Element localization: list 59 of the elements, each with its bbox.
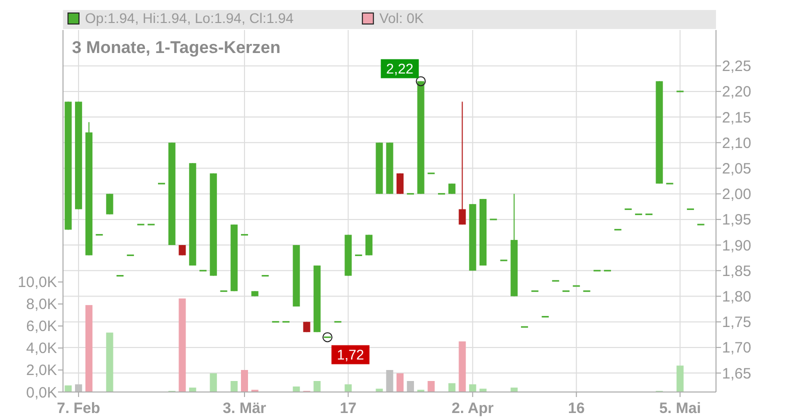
- y-tick-label: 1,95: [722, 212, 752, 229]
- y2-tick-label: 4,0K: [26, 340, 57, 358]
- bar: [292, 386, 300, 392]
- bar: [396, 373, 404, 392]
- x-tick-label: 2. Apr: [452, 400, 494, 417]
- x-tick-label: 16: [568, 400, 585, 417]
- y-tick-label: 2,25: [722, 58, 752, 76]
- y2-tick-label: 2,0K: [26, 362, 57, 380]
- bar: [64, 385, 72, 392]
- bar: [406, 380, 414, 392]
- bar: [458, 341, 466, 392]
- candlestick: [365, 234, 372, 256]
- y2-tick-label: 0,0K: [26, 384, 57, 402]
- y-tick-label: 1,90: [722, 237, 752, 254]
- bar: [344, 384, 352, 392]
- x-tick-label: 7. Feb: [56, 400, 100, 417]
- candlestick: [448, 183, 456, 194]
- y-tick-label: 2,10: [722, 134, 752, 152]
- bar: [85, 305, 92, 392]
- bar: [240, 370, 248, 392]
- bar: [676, 366, 684, 392]
- y-tick-label: 2,00: [722, 186, 752, 204]
- y2-tick-label: 8,0K: [26, 296, 57, 314]
- bar: [314, 380, 321, 392]
- x-tick-label: 5. Mai: [659, 400, 701, 417]
- y-tick-label: 2,20: [722, 84, 752, 101]
- annotation: 2,22: [386, 60, 414, 77]
- bar: [189, 388, 196, 392]
- y-tick-label: 1,65: [722, 365, 752, 382]
- bar: [480, 388, 487, 392]
- x-tick-label: 17: [340, 400, 357, 417]
- x-tick-label: 3. Mär: [222, 400, 266, 417]
- y-tick-label: 1,70: [722, 340, 752, 357]
- legend-label: Vol: 0K: [379, 10, 424, 26]
- y-tick-label: 1,75: [722, 314, 752, 332]
- y-tick-label: 2,15: [722, 109, 752, 126]
- candlestick: [396, 172, 404, 194]
- bar: [106, 332, 114, 392]
- bar: [510, 388, 518, 392]
- candlestick: [178, 244, 186, 256]
- bar: [376, 388, 383, 392]
- bar: [230, 380, 238, 392]
- y-tick-label: 1,80: [722, 288, 752, 306]
- y2-tick-label: 10,0K: [18, 274, 57, 292]
- annotation: 1,72: [336, 346, 364, 363]
- y2-tick-label: 6,0K: [26, 318, 57, 336]
- bar: [469, 384, 476, 392]
- bar: [178, 298, 186, 392]
- bar: [210, 373, 217, 392]
- bar: [448, 383, 456, 392]
- bar: [386, 370, 394, 392]
- legend-label: Op:1.94, Hi:1.94, Lo:1.94, Cl:1.94: [85, 10, 294, 26]
- y-tick-label: 1,85: [722, 262, 752, 280]
- bar: [75, 384, 82, 392]
- text: 3 Monate, 1-Tages-Kerzen: [72, 38, 280, 57]
- candlestick: [458, 101, 466, 226]
- bar: [428, 380, 435, 392]
- candlestick: [106, 193, 114, 215]
- y-tick-label: 2,05: [722, 160, 752, 178]
